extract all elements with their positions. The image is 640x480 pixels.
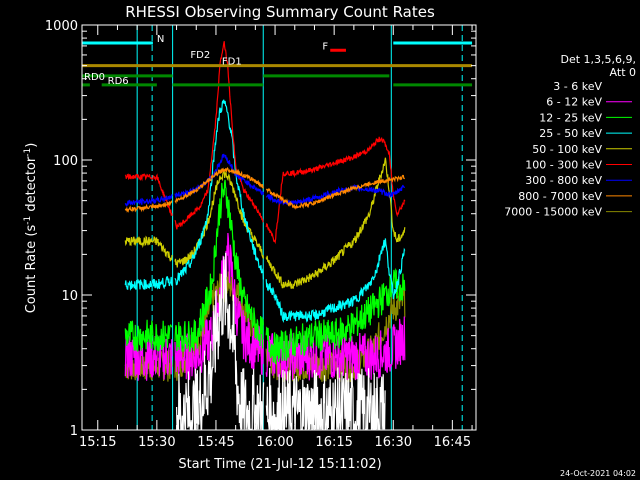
x-axis-label: Start Time (21-Jul-12 15:11:02) bbox=[178, 457, 381, 472]
plot-clip-group bbox=[82, 25, 473, 430]
legend-entry-label: 100 - 300 keV bbox=[525, 159, 602, 172]
y-axis-label-part: Count Rate (s bbox=[24, 225, 39, 314]
legend-entry-label: 50 - 100 keV bbox=[532, 143, 602, 156]
y-axis-label-sup: -1 bbox=[23, 216, 33, 225]
legend-entry-label: 25 - 50 keV bbox=[539, 127, 602, 140]
plot-frame bbox=[81, 24, 477, 431]
legend-entry-label: 7000 - 15000 keV bbox=[504, 206, 602, 219]
series-line bbox=[124, 157, 406, 289]
series-line bbox=[124, 179, 406, 365]
y-axis-label-sup: -1 bbox=[23, 148, 33, 157]
flag-label: N bbox=[157, 34, 164, 45]
x-tick-label: 16:00 bbox=[256, 435, 293, 450]
legend-header: Att 0 bbox=[610, 66, 636, 79]
x-tick-label: 16:30 bbox=[375, 435, 412, 450]
x-tick-label: 16:15 bbox=[315, 435, 352, 450]
series-line bbox=[124, 166, 405, 213]
y-axis-label: Count Rate (s-1 detector-1) bbox=[23, 143, 39, 314]
x-tick-label: 16:45 bbox=[434, 435, 471, 450]
plot-area: N FD2 FD1 F RD0 RD6 bbox=[82, 25, 473, 430]
y-tick-label: 1000 bbox=[45, 19, 78, 34]
y-axis-label-part: detector bbox=[24, 156, 39, 216]
legend-entry-label: 800 - 7000 keV bbox=[518, 190, 602, 203]
y-tick-label: 100 bbox=[53, 154, 78, 169]
legend-header: Det 1,3,5,6,9, bbox=[560, 53, 636, 66]
series-line bbox=[124, 153, 406, 207]
legend-entry-label: 12 - 25 keV bbox=[539, 111, 602, 124]
y-tick-label: 10 bbox=[61, 289, 78, 304]
flag-label: FD1 bbox=[222, 57, 242, 68]
legend-entry-label: 3 - 6 keV bbox=[553, 80, 602, 93]
x-tick-label: 15:15 bbox=[79, 435, 116, 450]
flag-label: RD0 bbox=[84, 72, 105, 83]
legend: Det 1,3,5,6,9,Att 0 3 - 6 keV 6 - 12 keV 12… bbox=[504, 53, 636, 219]
y-axis-label-part: ) bbox=[24, 143, 39, 148]
flag-label: FD2 bbox=[190, 50, 210, 61]
x-tick-label: 15:30 bbox=[138, 435, 175, 450]
footer-date: 24-Oct-2021 04:02 bbox=[560, 469, 636, 478]
y-tick-label: 1 bbox=[70, 424, 78, 439]
legend-entry-label: 6 - 12 keV bbox=[546, 96, 602, 109]
series-line bbox=[124, 99, 406, 324]
flag-label: F bbox=[322, 41, 328, 52]
flag-label: RD6 bbox=[108, 76, 129, 87]
chart-title: RHESSI Observing Summary Count Rates bbox=[125, 3, 435, 21]
axes: 1 10 100 1000 15:15 15:30 15:45 16:00 16:15 16:30… bbox=[45, 19, 477, 450]
x-tick-label: 15:45 bbox=[197, 435, 234, 450]
series-line bbox=[176, 252, 386, 430]
legend-entry-label: 300 - 800 keV bbox=[525, 174, 602, 187]
